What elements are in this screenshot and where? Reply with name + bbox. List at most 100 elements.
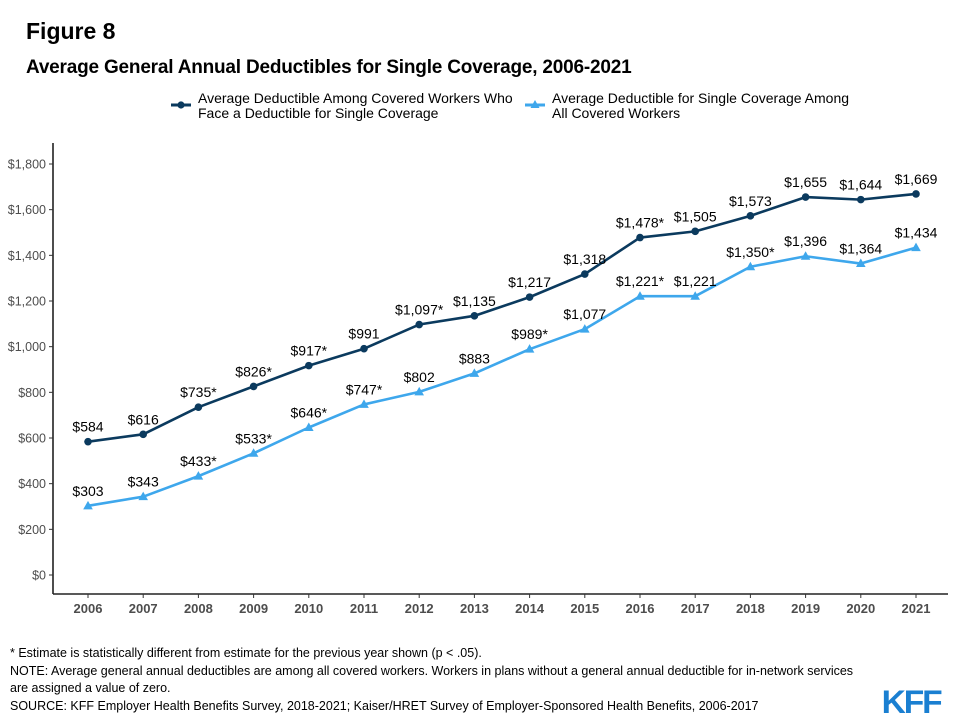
data-point-circle — [691, 227, 699, 236]
x-tick-label: 2014 — [515, 601, 545, 616]
legend-label-line: Average Deductible for Single Coverage A… — [552, 90, 850, 106]
data-label: $1,221 — [674, 273, 717, 289]
legend-swatch-triangle-icon — [525, 100, 545, 108]
x-tick-label: 2017 — [681, 601, 710, 616]
data-point-circle — [525, 293, 534, 301]
y-tick-label: $600 — [18, 432, 46, 446]
y-tick-label: $1,400 — [8, 249, 46, 263]
data-label: $989* — [511, 326, 548, 342]
data-point-triangle — [469, 368, 480, 377]
x-tick-label: 2012 — [405, 601, 434, 616]
data-label: $1,434 — [895, 225, 938, 241]
footnotes: * Estimate is statistically different fr… — [10, 645, 853, 715]
data-label: $802 — [404, 369, 435, 385]
data-label: $1,505 — [674, 208, 717, 224]
data-point-circle — [249, 382, 258, 391]
data-label: $1,350* — [726, 244, 775, 260]
data-label: $1,135 — [453, 293, 496, 309]
data-label: $646* — [291, 404, 328, 420]
data-label: $1,097* — [395, 302, 444, 318]
y-tick-label: $200 — [18, 523, 46, 537]
data-label: $343 — [128, 474, 159, 490]
x-tick-label: 2015 — [570, 601, 599, 616]
data-point-circle — [305, 361, 313, 370]
x-tick-label: 2009 — [239, 601, 268, 616]
data-label: $826* — [235, 363, 272, 379]
legend-item-all-covered: Average Deductible for Single Coverage A… — [524, 91, 849, 121]
data-label: $1,478* — [616, 215, 665, 231]
y-tick-label: $1,200 — [8, 295, 46, 309]
data-point-triangle — [856, 258, 866, 268]
y-tick-label: $1,600 — [8, 203, 46, 217]
data-point-circle — [194, 403, 203, 411]
legend-label-line: Face a Deductible for Single Coverage — [198, 105, 439, 121]
data-label: $1,364 — [839, 241, 882, 257]
data-point-triangle — [745, 261, 756, 271]
data-point-triangle — [359, 399, 369, 408]
data-label: $883 — [459, 350, 490, 366]
legend-swatch-circle-icon — [171, 101, 191, 109]
data-point-circle — [139, 430, 147, 439]
series-line-1 — [87, 192, 917, 443]
data-point-circle — [636, 233, 644, 242]
x-tick-label: 2020 — [846, 601, 875, 616]
x-tick-label: 2011 — [350, 601, 378, 616]
x-tick-label: 2021 — [902, 601, 931, 616]
data-point-circle — [581, 270, 589, 278]
data-point-circle — [746, 212, 755, 220]
legend-item-covered-with-deductible: Average Deductible Among Covered Workers… — [170, 91, 522, 121]
data-point-circle — [857, 195, 865, 204]
data-point-triangle — [83, 500, 93, 510]
x-tick-label: 2008 — [184, 601, 213, 616]
data-label: $1,573 — [729, 193, 772, 209]
data-label: $1,655 — [784, 174, 827, 190]
figure-label: Figure 8 — [26, 18, 116, 44]
data-label: $1,396 — [784, 233, 827, 249]
note-text: NOTE: Average general annual deductibles… — [10, 663, 854, 678]
data-label: $735* — [180, 384, 217, 400]
data-point-triangle — [690, 291, 700, 300]
x-tick-label: 2019 — [791, 601, 820, 616]
y-tick-label: $800 — [18, 386, 46, 400]
x-tick-label: 2007 — [129, 601, 158, 616]
data-label: $1,669 — [895, 171, 938, 187]
data-point-circle — [470, 312, 479, 320]
data-point-circle — [360, 344, 368, 353]
data-label: $1,077 — [563, 306, 606, 322]
x-tick-label: 2010 — [294, 601, 323, 616]
y-tick-label: $400 — [18, 477, 46, 491]
data-point-circle — [801, 193, 810, 201]
data-label: $747* — [346, 381, 383, 397]
y-tick-label: $1,000 — [8, 340, 46, 354]
data-label: $917* — [291, 343, 328, 359]
chart-title: Average General Annual Deductibles for S… — [26, 57, 632, 78]
data-point-triangle — [911, 242, 921, 252]
legend: Average Deductible Among Covered Workers… — [170, 91, 849, 121]
note-text: are assigned a value of zero. — [10, 681, 171, 695]
data-point-triangle — [193, 471, 204, 480]
data-point-triangle — [635, 291, 645, 300]
y-tick-label: $0 — [32, 569, 46, 583]
data-point-triangle — [524, 344, 535, 353]
data-point-triangle — [304, 422, 314, 431]
data-label: $1,318 — [563, 251, 606, 267]
data-label: $991 — [348, 326, 379, 342]
kff-logo: KFF — [881, 684, 943, 720]
data-label: $303 — [72, 483, 103, 499]
x-tick-label: 2016 — [626, 601, 655, 616]
data-point-triangle — [800, 251, 811, 260]
y-tick-label: $1,800 — [8, 158, 46, 172]
data-point-circle — [415, 320, 424, 329]
x-tick-label: 2006 — [74, 601, 103, 616]
source-text: SOURCE: KFF Employer Health Benefits Sur… — [10, 698, 759, 713]
data-point-triangle — [414, 386, 424, 396]
x-tick-label: 2013 — [460, 601, 489, 616]
data-label: $584 — [72, 419, 103, 435]
legend-label-line: All Covered Workers — [552, 105, 681, 121]
data-label: $1,221* — [616, 273, 665, 289]
data-point-triangle — [248, 448, 259, 457]
data-point-circle — [912, 190, 920, 198]
data-point-circle — [84, 437, 92, 446]
x-tick-label: 2018 — [736, 601, 765, 616]
